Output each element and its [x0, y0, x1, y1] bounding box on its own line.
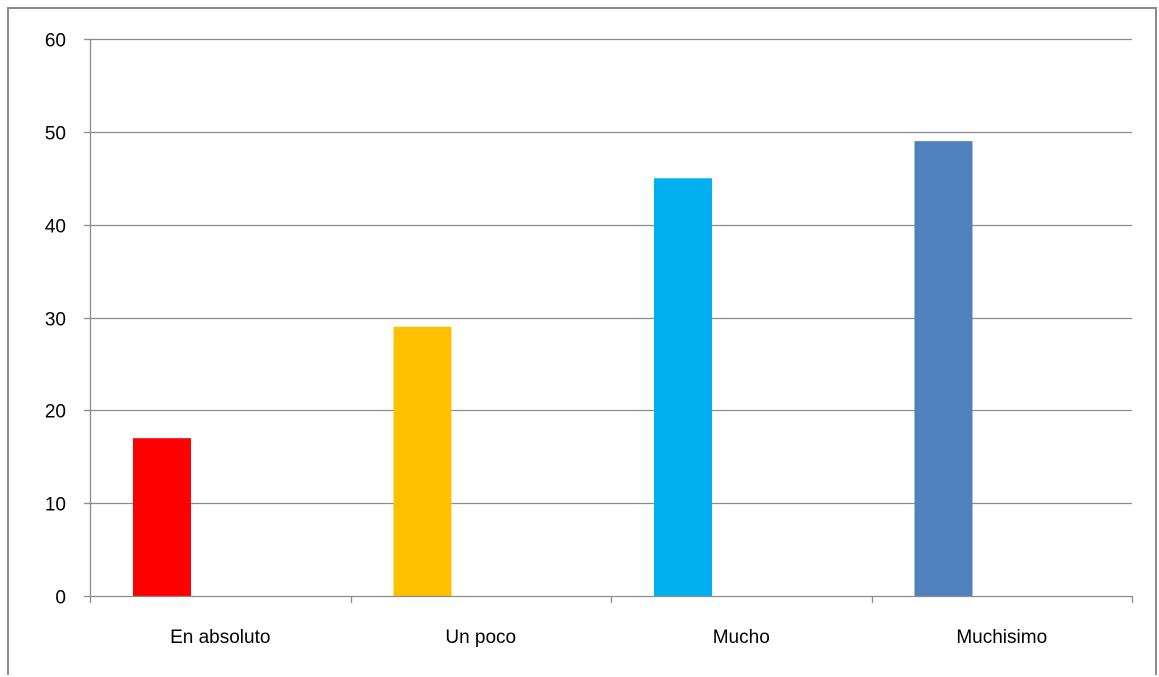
x-category-label: Un poco — [445, 627, 516, 648]
y-tick-label: 40 — [45, 217, 66, 238]
y-tick-label: 20 — [45, 402, 66, 423]
labels: 0 10 20 30 40 50 60 En absoluto Un poco Mucho Much… — [45, 31, 1047, 649]
bar-muchisimo — [914, 141, 973, 596]
bar-en-absoluto — [132, 438, 191, 596]
x-category-label: Mucho — [713, 627, 770, 648]
y-tick-label: 0 — [55, 588, 66, 609]
x-category-label: En absoluto — [170, 627, 270, 648]
bar-mucho — [653, 178, 712, 596]
bars — [132, 141, 973, 596]
axes — [84, 38, 1134, 603]
y-tick-label: 60 — [45, 31, 66, 52]
x-category-label: Muchisimo — [956, 627, 1047, 648]
y-tick-label: 30 — [45, 310, 66, 331]
y-tick-label: 50 — [45, 124, 66, 145]
gridlines — [90, 38, 1132, 505]
bar-un-poco — [393, 326, 452, 596]
y-tick-label: 10 — [45, 495, 66, 516]
